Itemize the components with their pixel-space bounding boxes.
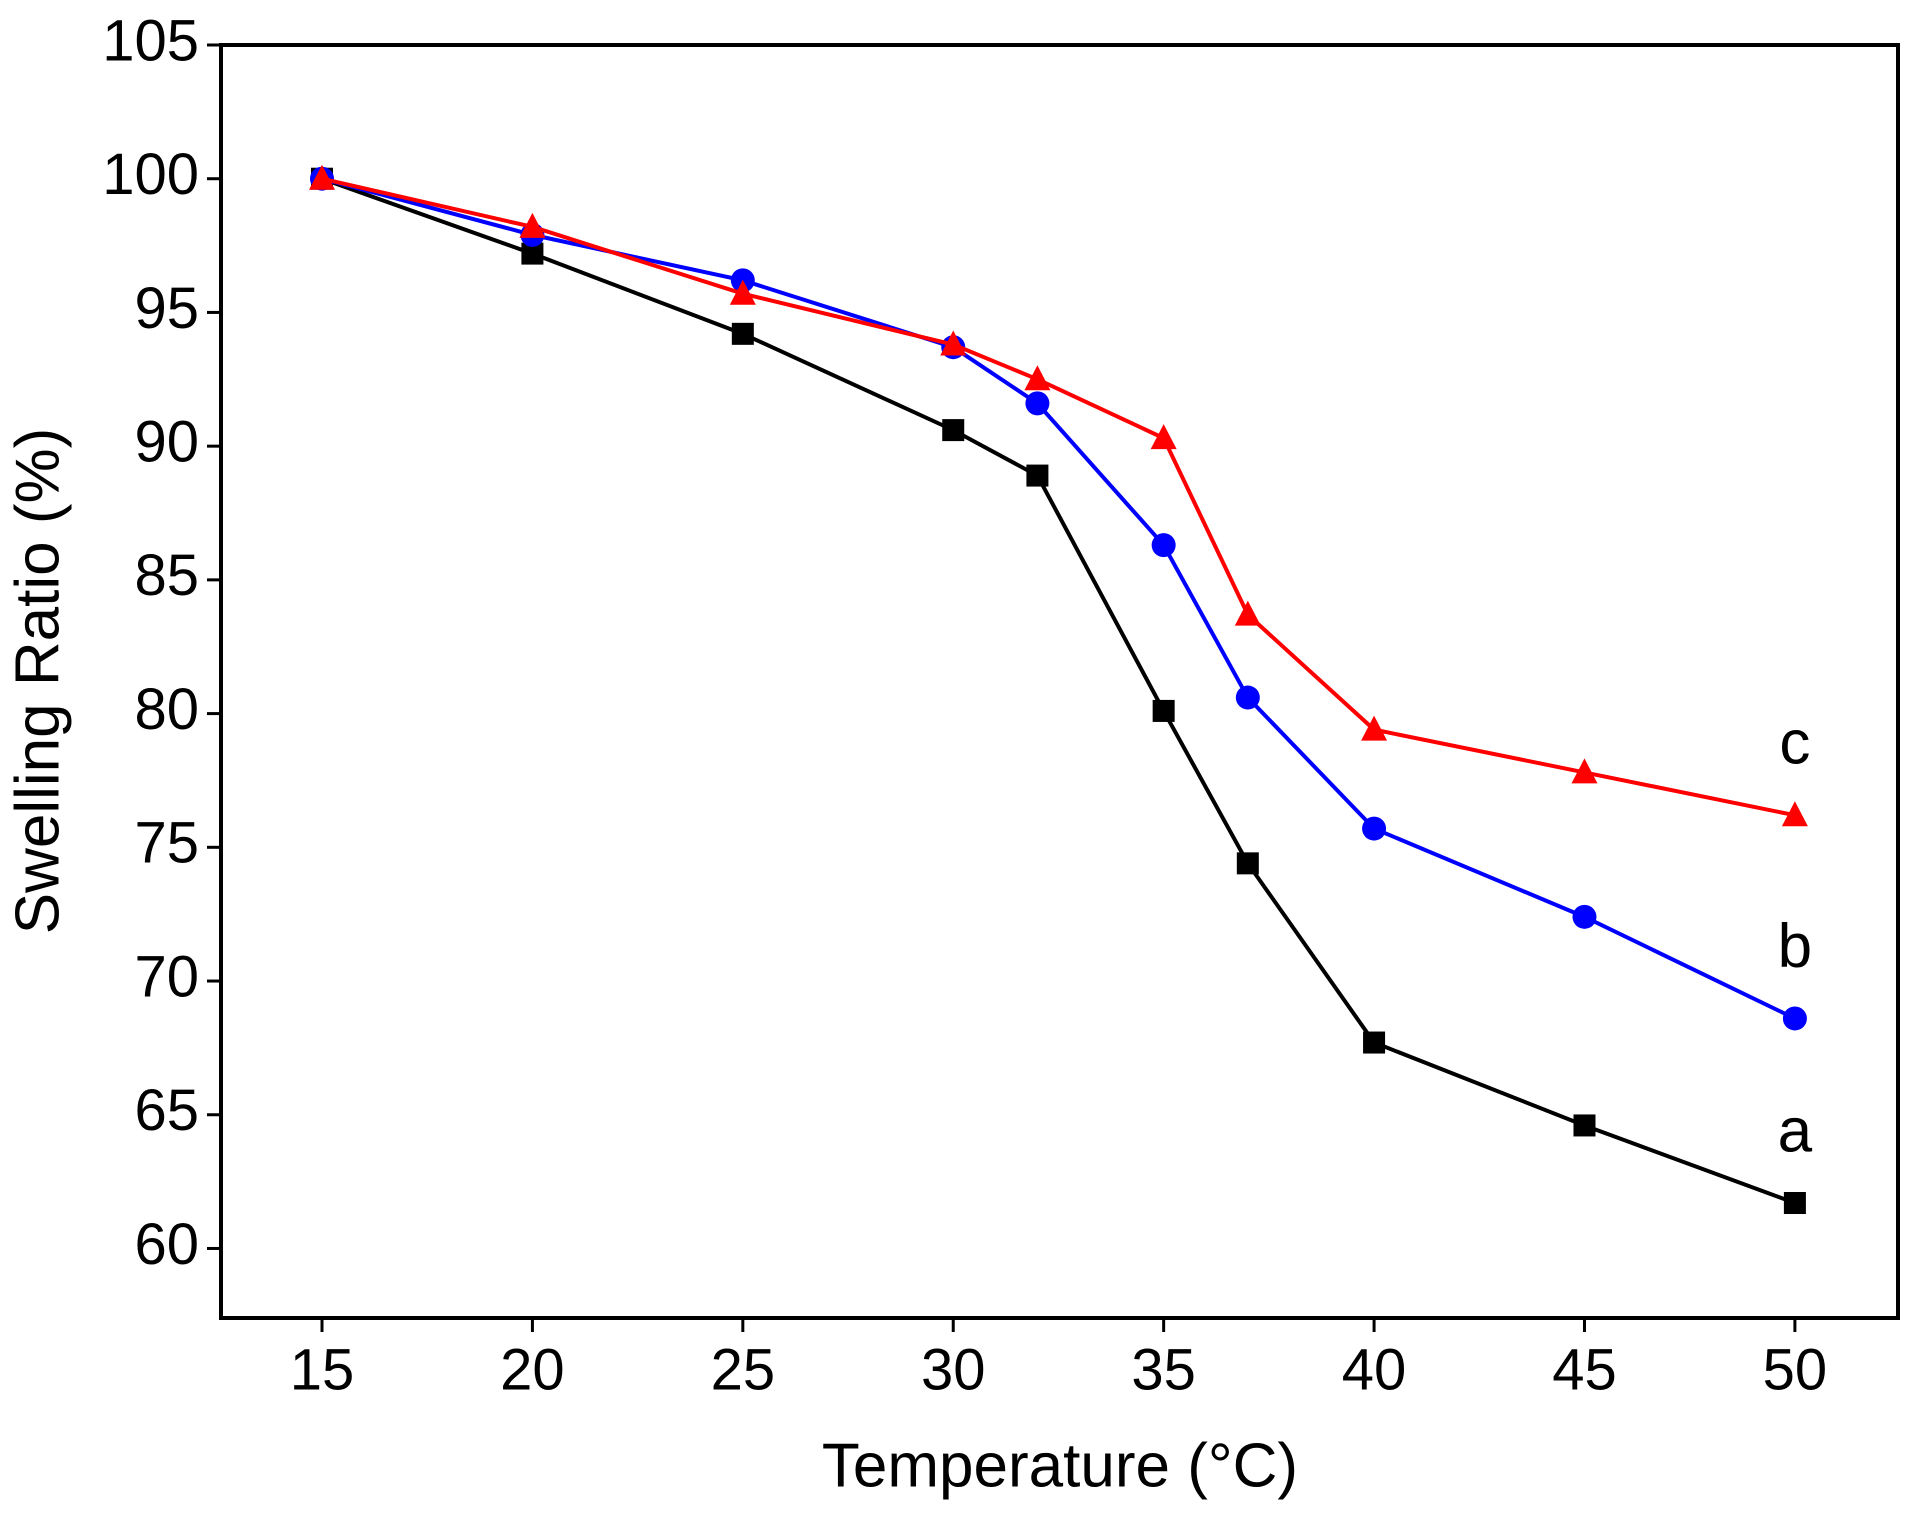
- marker: [729, 279, 756, 305]
- marker: [1234, 600, 1261, 626]
- marker: [521, 242, 544, 265]
- y-axis-title: Swelling Ratio (%): [3, 428, 72, 935]
- series-label: b: [1778, 912, 1812, 981]
- marker: [1150, 424, 1177, 450]
- series-label: a: [1778, 1096, 1813, 1165]
- marker: [1235, 685, 1260, 710]
- x-tick-label: 45: [1552, 1337, 1617, 1402]
- marker: [308, 164, 335, 190]
- x-tick-label: 35: [1131, 1337, 1196, 1402]
- marker: [1024, 365, 1051, 391]
- plot-frame: [219, 43, 1900, 1320]
- series-line: [321, 176, 1796, 1021]
- x-tick-label: 50: [1763, 1337, 1828, 1402]
- marker: [1362, 816, 1387, 841]
- y-tick-label: 95: [134, 276, 199, 341]
- x-tick-label: 25: [711, 1337, 776, 1402]
- y-tick-label: 80: [134, 677, 199, 742]
- y-tick-label: 60: [134, 1212, 199, 1277]
- y-tick-label: 85: [134, 543, 199, 608]
- marker: [1571, 758, 1598, 784]
- x-tick-label: 15: [290, 1337, 355, 1402]
- x-tick-label: 30: [921, 1337, 986, 1402]
- marker: [1782, 1006, 1807, 1031]
- y-tick-label: 105: [102, 8, 199, 73]
- marker: [940, 330, 967, 356]
- marker: [1236, 852, 1259, 875]
- marker: [519, 212, 546, 238]
- x-tick-label: 20: [500, 1337, 565, 1402]
- marker: [1572, 904, 1597, 929]
- marker: [1361, 715, 1388, 741]
- y-tick-label: 90: [134, 409, 199, 474]
- marker: [942, 419, 965, 442]
- marker: [1781, 801, 1808, 827]
- marker: [731, 322, 754, 345]
- y-tick-label: 75: [134, 811, 199, 876]
- x-tick-label: 40: [1342, 1337, 1407, 1402]
- y-tick-label: 70: [134, 944, 199, 1009]
- marker: [1025, 391, 1050, 416]
- marker: [1783, 1192, 1806, 1215]
- series-label: c: [1779, 709, 1810, 778]
- marker: [1152, 699, 1175, 722]
- series-line: [321, 176, 1796, 818]
- y-tick-label: 100: [102, 142, 199, 207]
- marker: [1151, 533, 1176, 558]
- y-tick-label: 65: [134, 1078, 199, 1143]
- marker: [1026, 464, 1049, 487]
- x-axis-title: Temperature (°C): [822, 1431, 1298, 1500]
- marker: [1573, 1114, 1596, 1137]
- marker: [1363, 1031, 1386, 1054]
- series-line: [321, 176, 1796, 1205]
